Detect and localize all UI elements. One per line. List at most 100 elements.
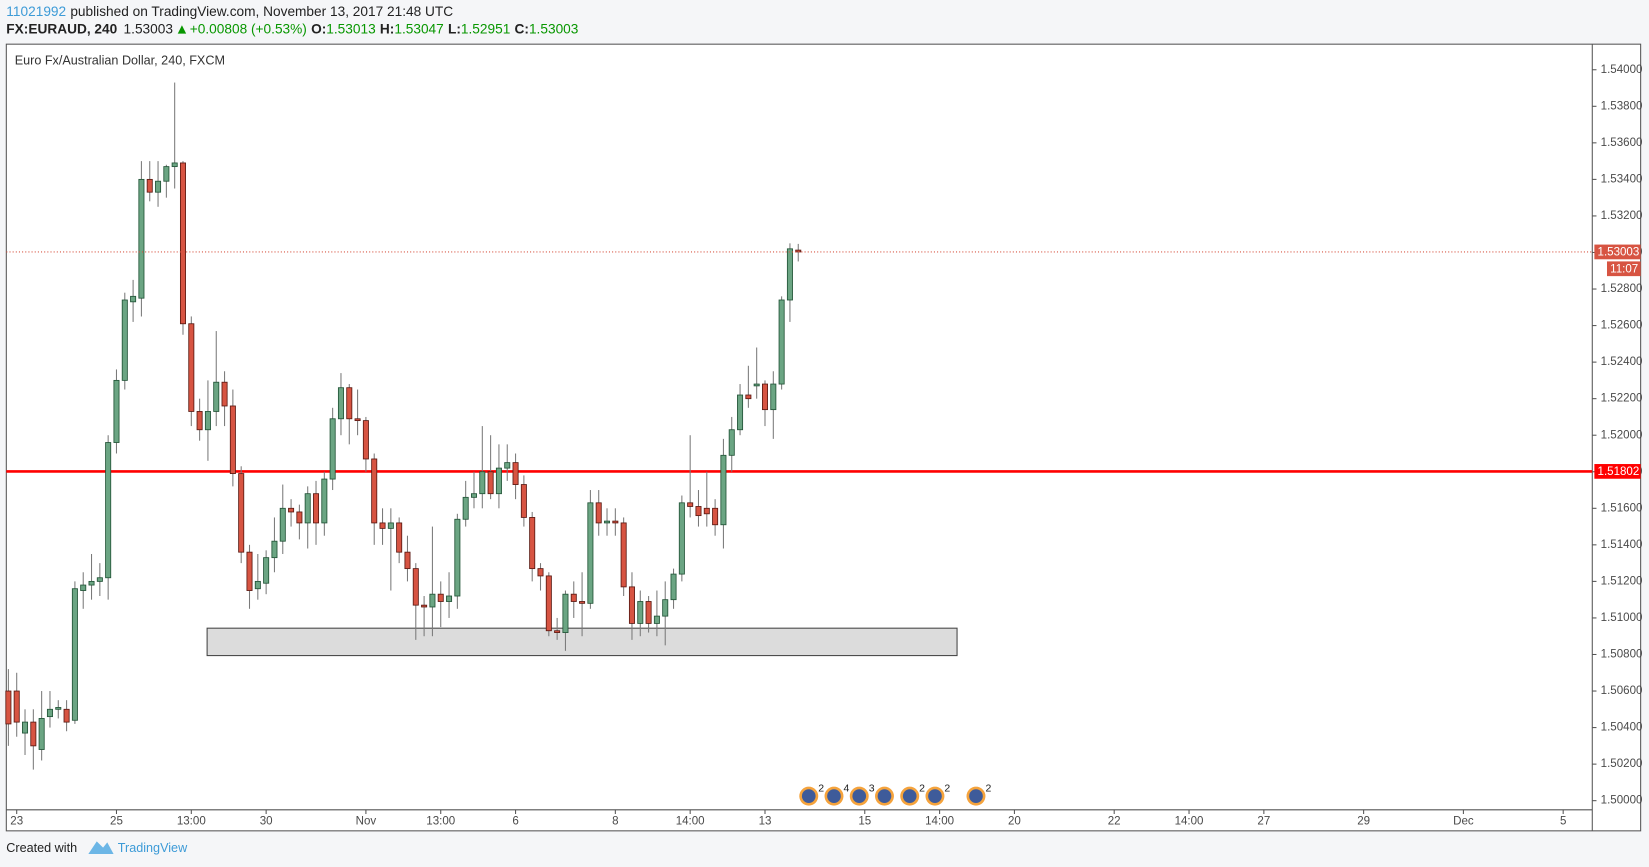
x-tick-label: 15 — [858, 815, 871, 827]
user-link[interactable]: 11021992 — [6, 3, 67, 19]
event-count: 2 — [985, 783, 991, 795]
candle-body — [354, 418, 361, 422]
up-arrow — [178, 24, 187, 34]
candle-body — [653, 615, 660, 624]
candle-body — [604, 520, 611, 524]
candle-body — [570, 593, 577, 602]
candle-body — [163, 166, 170, 182]
y-tick-label: 1.54000 — [1601, 64, 1643, 76]
x-tick-label: 25 — [110, 815, 123, 827]
candle-body — [321, 478, 328, 524]
candle-body — [346, 387, 353, 420]
x-tick-label: 8 — [612, 815, 618, 827]
x-tick-label: 14:00 — [676, 815, 705, 827]
candle-body — [179, 162, 186, 325]
event-count: 4 — [843, 783, 849, 795]
candle-body — [30, 721, 37, 747]
y-tick-label: 1.50800 — [1601, 649, 1643, 661]
candle-body — [687, 502, 694, 507]
x-tick-label: 5 — [1560, 815, 1566, 827]
candle-body — [229, 405, 236, 475]
candle-body — [246, 551, 253, 591]
event-icon-inner — [928, 789, 942, 803]
candle-body — [22, 721, 29, 734]
candle-body — [263, 557, 270, 584]
countdown: 11:07 — [1610, 263, 1638, 275]
x-tick-label: 13:00 — [426, 815, 455, 827]
event-count: 3 — [869, 783, 875, 795]
candle-body — [288, 507, 295, 513]
last-price-box — [1594, 244, 1641, 260]
candle-body — [88, 580, 95, 586]
x-tick-label: 13:00 — [177, 815, 206, 827]
candle-body — [213, 381, 220, 412]
x-tick-label: 6 — [512, 815, 518, 827]
event-icon-inner — [827, 789, 841, 803]
candle-body — [545, 575, 552, 632]
candle-body — [720, 454, 727, 526]
x-tick-label: 29 — [1357, 815, 1370, 827]
y-tick-label: 1.53800 — [1601, 100, 1643, 112]
candle-body — [387, 522, 394, 529]
y-tick-label: 1.52200 — [1601, 393, 1643, 405]
candle-body — [678, 502, 685, 575]
candle-body — [446, 595, 453, 602]
event-count: 2 — [818, 783, 824, 795]
y-tick-label: 1.51600 — [1601, 502, 1643, 514]
y-tick-label: 1.52000 — [1601, 429, 1643, 441]
event-icon-inner — [969, 789, 983, 803]
candle-body — [504, 462, 511, 469]
event-icon-inner — [801, 789, 816, 803]
candle-body — [55, 707, 62, 710]
candle-body — [396, 522, 403, 553]
candle-body — [337, 387, 344, 420]
x-tick-label: 30 — [260, 815, 273, 827]
candle-body — [63, 708, 70, 723]
event-icon-inner — [902, 789, 917, 803]
candle-body — [462, 496, 469, 520]
candle-body — [728, 429, 735, 456]
candle-body — [46, 708, 53, 718]
candles — [5, 82, 802, 770]
candle-body — [479, 471, 486, 495]
candle-body — [271, 540, 278, 559]
candle-body — [5, 690, 12, 725]
y-tick-label: 1.51200 — [1601, 575, 1643, 587]
hline-label-box — [1594, 464, 1641, 479]
symbol-line: FX:EURAUD, 240 1.53003 +0.00808 (+0.53%)… — [6, 21, 582, 37]
ohlc-value: 1.53013 — [326, 21, 376, 37]
candle-body — [786, 248, 793, 301]
candle-body — [362, 420, 369, 460]
created-with: Created with — [6, 841, 77, 855]
symbol: FX:EURAUD, 240 — [6, 21, 118, 37]
candle-body — [454, 518, 461, 597]
ohlc-label: H: — [379, 21, 395, 37]
candle-body — [221, 381, 228, 407]
ohlc-value: 1.52951 — [460, 21, 511, 37]
candle-body — [703, 507, 710, 515]
candle-body — [562, 593, 569, 633]
candle-body — [130, 295, 137, 303]
candle-body — [313, 493, 320, 524]
logo — [88, 841, 114, 854]
candle-body — [712, 507, 719, 526]
ohlc-label: C: — [514, 21, 529, 37]
candle-body — [371, 458, 378, 524]
x-tick-label: Dec — [1453, 815, 1474, 827]
ohlc-value: 1.53047 — [394, 21, 444, 37]
candle-body — [421, 604, 428, 608]
x-tick-label: 20 — [1008, 815, 1021, 827]
ohlc-label: L: — [447, 21, 461, 37]
brand[interactable]: TradingView — [118, 841, 188, 855]
candle-body — [13, 690, 20, 723]
zone — [206, 627, 958, 657]
candle-body — [695, 506, 702, 517]
y-tick-label: 1.52400 — [1601, 356, 1643, 368]
candle-body — [329, 418, 336, 480]
y-tick-label: 1.50400 — [1601, 722, 1643, 734]
candle-body — [470, 493, 477, 498]
x-tick-label: 27 — [1257, 815, 1270, 827]
candle-body — [188, 323, 195, 412]
